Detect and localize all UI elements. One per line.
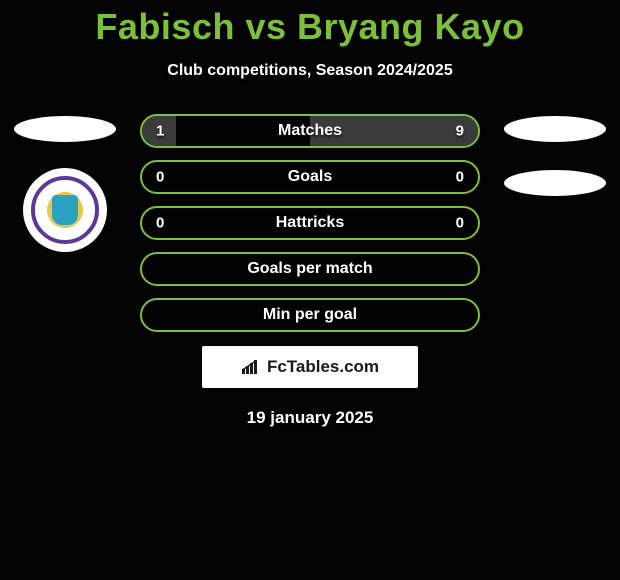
comparison-infographic: Fabisch vs Bryang Kayo Club competitions… bbox=[0, 0, 620, 580]
stat-row: 0Goals0 bbox=[140, 160, 480, 194]
stat-row: 1Matches9 bbox=[140, 114, 480, 148]
stat-value-left: 0 bbox=[156, 169, 164, 186]
brand-text: FcTables.com bbox=[267, 357, 379, 377]
right-player-column bbox=[490, 114, 620, 196]
bar-chart-icon bbox=[241, 359, 261, 375]
stat-value-right: 0 bbox=[456, 215, 464, 232]
shield-icon bbox=[52, 195, 78, 225]
stat-row: 0Hattricks0 bbox=[140, 206, 480, 240]
page-title: Fabisch vs Bryang Kayo bbox=[0, 6, 620, 48]
stat-value-left: 1 bbox=[156, 123, 164, 140]
club-photo-placeholder bbox=[504, 170, 606, 196]
stat-value-right: 0 bbox=[456, 169, 464, 186]
stat-row-fill-wrap bbox=[142, 300, 478, 330]
stat-value-right: 9 bbox=[456, 123, 464, 140]
player-photo-placeholder bbox=[504, 116, 606, 142]
stat-row-fill-wrap bbox=[142, 208, 478, 238]
subtitle: Club competitions, Season 2024/2025 bbox=[0, 62, 620, 80]
content-area: 1Matches9 0Goals0 0Hattricks0 Goals per mat… bbox=[0, 114, 620, 334]
stat-row: Goals per match bbox=[140, 252, 480, 286]
stat-row-fill-wrap bbox=[142, 162, 478, 192]
stat-row: Min per goal bbox=[140, 298, 480, 332]
club-badge-left bbox=[23, 168, 107, 252]
stat-row-fill-wrap bbox=[142, 254, 478, 284]
stat-rows: 1Matches9 0Goals0 0Hattricks0 Goals per mat… bbox=[140, 114, 480, 332]
player-photo-placeholder bbox=[14, 116, 116, 142]
stat-value-left: 0 bbox=[156, 215, 164, 232]
date-label: 19 january 2025 bbox=[0, 408, 620, 428]
stat-fill-right bbox=[310, 116, 478, 146]
left-player-column bbox=[0, 114, 130, 252]
brand-box: FcTables.com bbox=[202, 346, 418, 388]
stat-row-fill-wrap bbox=[142, 116, 478, 146]
